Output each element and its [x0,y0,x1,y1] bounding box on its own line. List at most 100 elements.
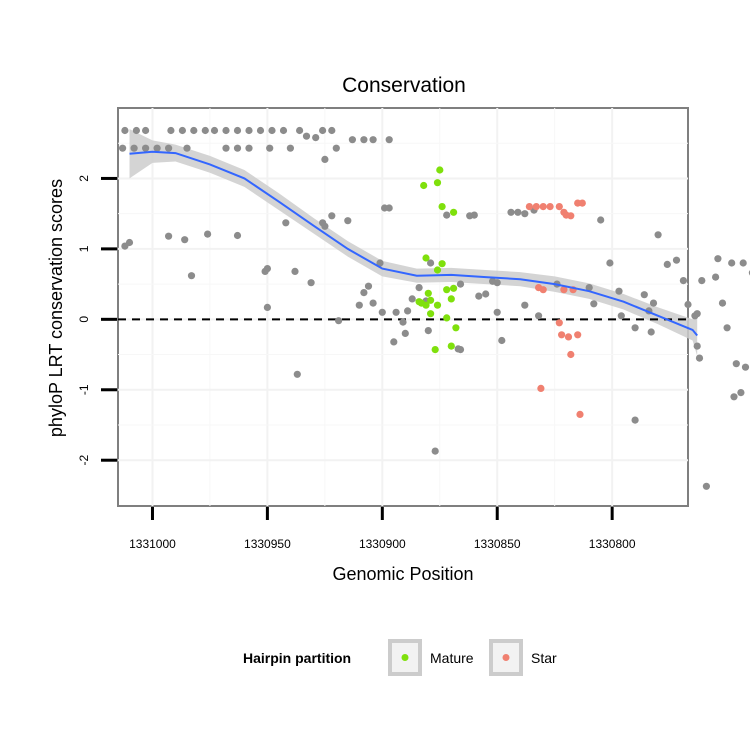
data-point-other [307,279,315,287]
data-point-other [606,259,614,267]
data-point-other [233,126,242,135]
data-point-other [585,284,593,292]
data-point-other [470,211,478,219]
data-point-other [263,303,271,311]
points-layer [119,126,750,490]
data-point-mature [443,314,451,322]
data-point-other [385,204,393,212]
data-point-other [187,272,196,280]
data-point-other [121,126,129,135]
data-point-other [204,230,212,238]
data-point-other [201,126,209,135]
data-point-star [560,286,568,294]
data-point-other [328,212,336,220]
data-point-other [482,290,490,298]
data-point-other [385,136,393,144]
data-point-other [590,300,598,308]
data-point-other [348,136,356,144]
data-point-other [514,208,522,216]
data-point-other [245,144,253,152]
data-point-other [321,155,329,163]
data-point-other [319,126,327,135]
data-point-mature [443,286,451,294]
data-point-mature [427,296,435,304]
data-point-other [360,136,368,144]
legend-entry-mature: Mature [388,639,474,676]
data-point-mature [450,208,458,216]
data-point-other [210,126,219,135]
data-point-other [631,324,639,332]
data-point-other [132,126,140,135]
y-tick-label: 2 [77,175,91,182]
data-point-other [296,126,304,135]
data-point-other [130,144,138,152]
data-point-mature [424,289,432,297]
data-point-other [679,277,688,285]
x-axis-title: Genomic Position [332,564,473,584]
data-point-other [617,312,625,320]
data-point-star [546,203,554,211]
data-point-other [693,342,701,350]
data-point-other [493,279,501,287]
data-point-star [558,331,566,339]
legend-label-star: Star [531,650,557,666]
data-point-other [369,299,377,307]
y-axis: -2 -1 0 1 2 [77,175,117,466]
data-point-mature [415,298,423,306]
data-point-other [723,324,731,332]
data-point-star [532,203,540,211]
data-point-other [332,144,340,152]
data-point-star [578,199,586,207]
data-point-other [282,219,290,227]
data-point-other [222,144,230,152]
data-point-other [401,329,409,337]
data-point-mature [422,254,430,262]
data-point-other [181,236,189,244]
x-axis: 1331000 1330950 1330900 1330850 1330800 [129,507,636,551]
data-point-other [165,144,173,152]
data-point-other [119,144,127,152]
grid [118,108,688,506]
data-point-other [507,208,515,216]
data-point-other [654,231,662,239]
data-point-other [167,126,175,135]
data-point-mature [436,166,444,174]
data-point-other [408,295,416,303]
data-point-other [718,299,727,307]
data-point-other [737,389,745,397]
data-point-other [615,287,623,295]
y-tick-label: -2 [77,455,91,466]
data-point-other [328,126,336,135]
data-point-star [576,410,584,418]
legend-label-mature: Mature [430,650,474,666]
data-point-other [302,132,311,140]
data-point-star [539,286,547,294]
data-point-star [539,203,547,211]
data-point-other [279,126,288,135]
data-point-other [268,126,276,135]
data-point-other [535,312,543,320]
data-point-other [256,126,265,135]
legend-dot-mature [401,654,409,661]
data-point-mature [452,324,460,332]
data-point-other [521,301,529,309]
data-point-other [714,255,722,263]
data-point-mature [447,295,455,303]
x-tick-label: 1330900 [359,537,406,551]
data-point-other [698,277,706,285]
data-point-other [286,144,294,152]
data-point-mature [433,301,442,309]
data-point-other [493,308,501,316]
data-point-other [312,134,320,142]
data-point-other [321,222,329,230]
data-point-other [521,210,529,218]
data-point-other [456,346,465,354]
y-axis-title: phyloP LRT conservation scores [46,179,66,437]
data-point-other [364,282,373,290]
data-point-other [153,144,161,152]
data-point-mature [450,284,458,292]
legend-dot-star [502,654,510,661]
data-point-other [431,447,439,455]
data-point-other [415,284,423,292]
data-point-other [142,126,150,135]
